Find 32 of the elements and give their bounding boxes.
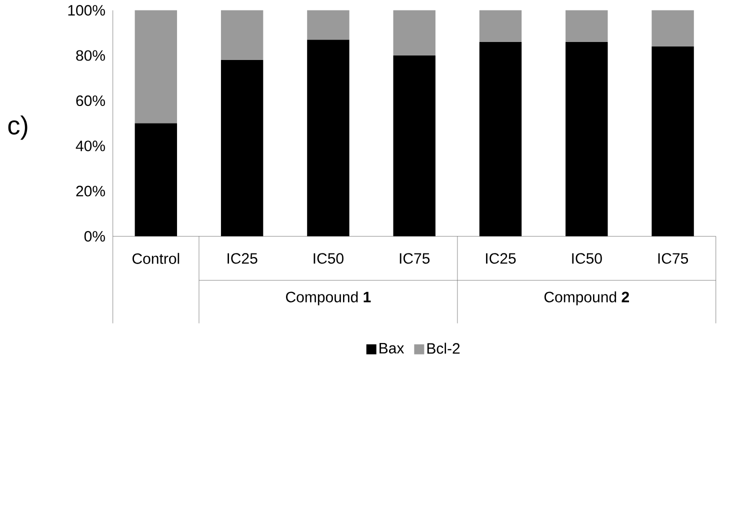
x-tick-label: IC25 xyxy=(228,253,258,264)
bar xyxy=(566,10,608,42)
x-tick-label: IC25 xyxy=(486,253,516,264)
x-tick-label: IC50 xyxy=(572,253,602,264)
bar xyxy=(220,10,264,60)
y-tick-label: 100% xyxy=(68,5,105,16)
bar xyxy=(652,10,694,47)
x-tick-label: IC75 xyxy=(400,253,430,264)
bar xyxy=(652,46,694,237)
x-tick-label: IC75 xyxy=(658,253,688,264)
bar xyxy=(393,10,436,56)
bar xyxy=(134,10,178,124)
y-tick-label: 0% xyxy=(84,231,105,242)
bar xyxy=(220,60,264,237)
text: c) xyxy=(8,116,28,140)
bar xyxy=(307,40,350,237)
legend-label: Bax xyxy=(380,343,404,354)
x-tick-label: IC50 xyxy=(314,253,344,264)
y-tick-label: 80% xyxy=(76,50,105,62)
bar xyxy=(479,42,522,237)
bar xyxy=(393,56,436,237)
bar xyxy=(134,124,178,237)
y-tick-label: 60% xyxy=(76,96,105,106)
bar xyxy=(566,42,608,237)
text: Compound 1 xyxy=(286,292,371,306)
y-tick-label: 20% xyxy=(76,186,105,197)
bar xyxy=(307,10,350,40)
text: Compound 2 xyxy=(544,292,629,306)
y-tick-label: 40% xyxy=(76,140,105,152)
x-tick-label: Control xyxy=(132,253,180,264)
bar xyxy=(479,10,522,42)
legend-label: Bcl-2 xyxy=(427,342,460,354)
